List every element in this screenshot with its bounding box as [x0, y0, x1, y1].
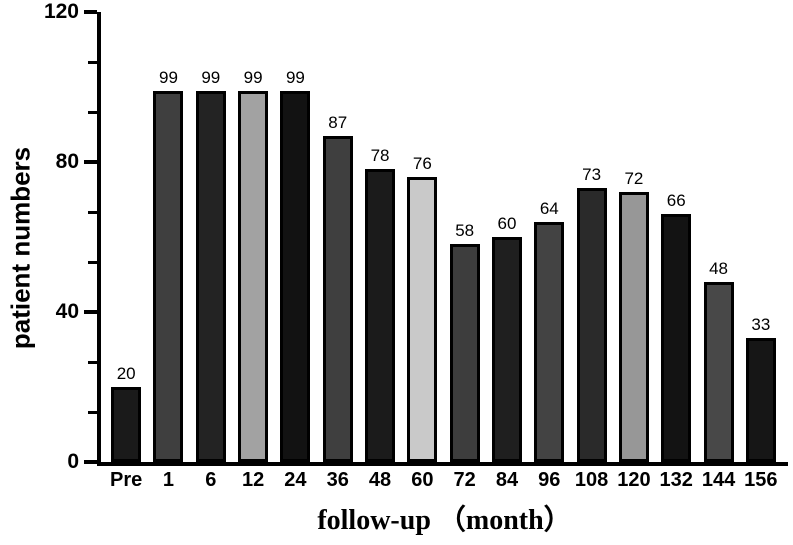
- bar-value-label: 99: [285, 68, 305, 87]
- bar-24: [280, 91, 311, 462]
- x-axis-tick-labels: Pre 1 6 12 24 36 48 60 72 84 96 108 120 132 144 156: [101, 469, 788, 492]
- bar-value-label: 87: [328, 113, 348, 132]
- x-tick-label-72: 72: [453, 469, 476, 491]
- x-tick-label-60: 60: [411, 469, 434, 491]
- bar-144: [703, 282, 734, 462]
- bar-value-label: 60: [497, 214, 517, 233]
- bar-slot-24: 99: [274, 69, 316, 462]
- bar-36: [322, 136, 353, 462]
- bar-slot-6: 99: [190, 69, 232, 462]
- bar-slot-Pre: 20: [105, 365, 147, 462]
- bar-156: [745, 338, 776, 462]
- y-major-tick: [84, 460, 97, 464]
- x-tick-label-120: 120: [617, 469, 651, 491]
- y-major-tick: [84, 310, 97, 315]
- bar-1: [153, 91, 184, 462]
- x-tick-label-Pre: Pre: [110, 469, 143, 491]
- bar-value-label: 72: [624, 169, 644, 188]
- bar-72: [449, 244, 480, 462]
- y-minor-tick: [88, 210, 97, 214]
- bar-slot-84: 60: [486, 215, 528, 462]
- x-tick-label-48: 48: [368, 469, 392, 491]
- bar-108: [576, 188, 607, 462]
- bars-row: 20 99 99 99 99 87 78 76 58 60 64 73 72 66 48 33: [101, 12, 788, 462]
- y-minor-tick: [88, 260, 97, 264]
- x-tick-label-84: 84: [495, 469, 519, 491]
- y-minor-tick: [88, 60, 97, 64]
- bar-slot-132: 66: [655, 192, 697, 462]
- bar-slot-96: 64: [528, 200, 570, 462]
- x-tick-label-1: 1: [162, 469, 175, 491]
- bar-84: [491, 237, 522, 462]
- bar-slot-120: 72: [613, 170, 655, 462]
- bar-120: [618, 192, 649, 462]
- bar-value-label: 48: [709, 259, 728, 278]
- bar-60: [407, 177, 438, 462]
- bar-value-label: 73: [582, 165, 602, 184]
- bar-value-label: 20: [116, 364, 136, 383]
- bar-slot-144: 48: [697, 260, 739, 462]
- bar-Pre: [111, 387, 142, 462]
- plot-area: 0 40 80 120 20 99 99 99 99 87 78 76 58 60 64 73 72 66 48 3…: [44, 1, 788, 473]
- x-tick-label-12: 12: [241, 469, 265, 491]
- bar-slot-108: 73: [570, 166, 612, 462]
- x-tick-label-144: 144: [701, 469, 736, 491]
- bar-value-label: 76: [412, 154, 432, 173]
- bar-value-label: 78: [370, 146, 390, 165]
- y-major-tick: [84, 10, 97, 14]
- y-tick-label: 40: [55, 300, 79, 324]
- bar-12: [238, 91, 269, 462]
- bar-value-label: 33: [751, 315, 771, 334]
- bar-slot-156: 33: [740, 316, 782, 462]
- bar-value-label: 99: [243, 68, 263, 87]
- bar-96: [534, 222, 565, 462]
- bar-6: [195, 91, 226, 462]
- x-tick-label-156: 156: [744, 469, 778, 491]
- bar-slot-1: 99: [147, 69, 189, 462]
- bar-value-label: 66: [666, 191, 686, 210]
- bar-slot-72: 58: [444, 222, 486, 462]
- bar-48: [365, 169, 396, 462]
- bar-132: [661, 214, 692, 462]
- y-tick-label: 120: [43, 0, 79, 23]
- bar-slot-12: 99: [232, 69, 274, 462]
- bar-slot-36: 87: [317, 114, 359, 462]
- x-tick-label-6: 6: [205, 469, 217, 491]
- bar-value-label: 64: [539, 199, 559, 218]
- x-tick-label-108: 108: [574, 469, 609, 491]
- y-minor-tick: [88, 360, 97, 364]
- bar-slot-60: 76: [401, 155, 443, 462]
- y-minor-tick: [88, 110, 97, 114]
- bar-value-label: 99: [159, 68, 178, 87]
- x-axis-title: follow-up （month）: [317, 505, 572, 536]
- bar-slot-48: 78: [359, 147, 401, 462]
- x-tick-label-24: 24: [284, 469, 307, 491]
- x-tick-label-132: 132: [659, 469, 693, 491]
- y-minor-tick: [88, 410, 97, 414]
- y-major-tick: [84, 160, 97, 165]
- bar-value-label: 99: [201, 68, 221, 87]
- y-tick-label: 0: [67, 450, 79, 473]
- x-tick-label-96: 96: [538, 469, 561, 491]
- y-tick-label: 80: [55, 150, 79, 174]
- bar-value-label: 58: [455, 221, 475, 240]
- x-tick-label-36: 36: [326, 469, 349, 491]
